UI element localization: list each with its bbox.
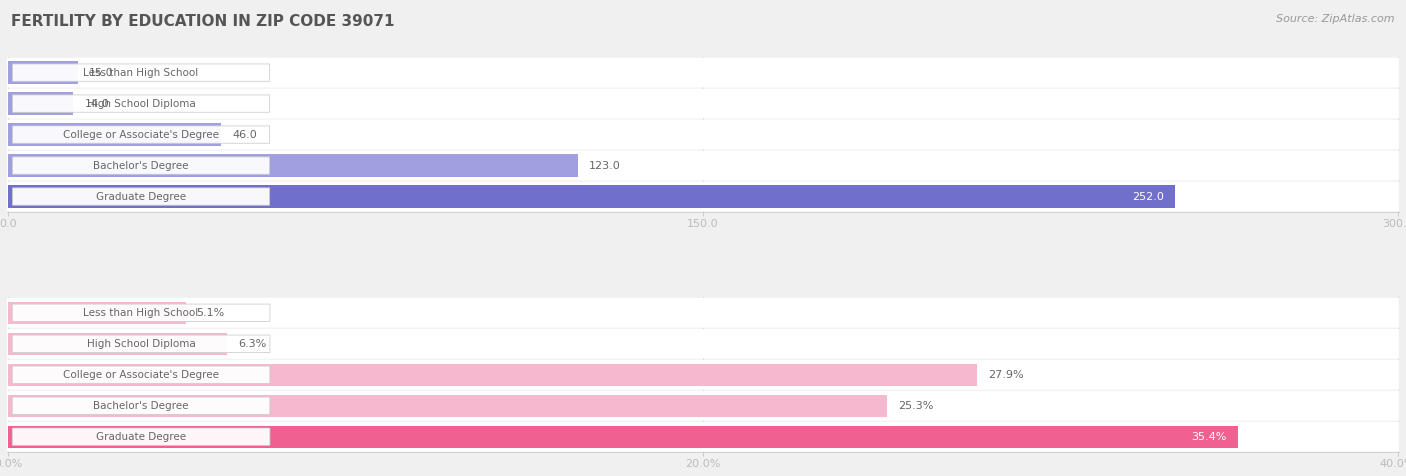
Text: 6.3%: 6.3% bbox=[239, 339, 267, 349]
FancyBboxPatch shape bbox=[13, 126, 270, 143]
FancyBboxPatch shape bbox=[13, 95, 270, 112]
FancyBboxPatch shape bbox=[8, 61, 77, 84]
FancyBboxPatch shape bbox=[7, 182, 1399, 211]
FancyBboxPatch shape bbox=[8, 426, 1237, 448]
FancyBboxPatch shape bbox=[7, 58, 1399, 88]
Text: 5.1%: 5.1% bbox=[197, 308, 225, 318]
Text: Source: ZipAtlas.com: Source: ZipAtlas.com bbox=[1277, 14, 1395, 24]
FancyBboxPatch shape bbox=[8, 186, 1175, 208]
Text: 46.0: 46.0 bbox=[232, 129, 257, 139]
FancyBboxPatch shape bbox=[8, 364, 977, 386]
FancyBboxPatch shape bbox=[13, 428, 270, 446]
FancyBboxPatch shape bbox=[7, 298, 1399, 327]
FancyBboxPatch shape bbox=[8, 302, 186, 324]
Text: 25.3%: 25.3% bbox=[898, 401, 934, 411]
FancyBboxPatch shape bbox=[8, 123, 221, 146]
Text: FERTILITY BY EDUCATION IN ZIP CODE 39071: FERTILITY BY EDUCATION IN ZIP CODE 39071 bbox=[11, 14, 395, 30]
Text: College or Associate's Degree: College or Associate's Degree bbox=[63, 129, 219, 139]
FancyBboxPatch shape bbox=[13, 366, 270, 383]
FancyBboxPatch shape bbox=[13, 188, 270, 205]
FancyBboxPatch shape bbox=[13, 304, 270, 321]
FancyBboxPatch shape bbox=[13, 157, 270, 174]
Text: College or Associate's Degree: College or Associate's Degree bbox=[63, 370, 219, 380]
FancyBboxPatch shape bbox=[8, 92, 73, 115]
Text: Less than High School: Less than High School bbox=[83, 68, 198, 78]
FancyBboxPatch shape bbox=[7, 391, 1399, 421]
Text: Bachelor's Degree: Bachelor's Degree bbox=[93, 401, 188, 411]
FancyBboxPatch shape bbox=[8, 395, 887, 417]
FancyBboxPatch shape bbox=[7, 329, 1399, 359]
FancyBboxPatch shape bbox=[8, 333, 228, 355]
Text: 15.0: 15.0 bbox=[89, 68, 114, 78]
FancyBboxPatch shape bbox=[7, 422, 1399, 452]
Text: 123.0: 123.0 bbox=[589, 160, 621, 170]
Text: Less than High School: Less than High School bbox=[83, 308, 198, 318]
Text: 35.4%: 35.4% bbox=[1191, 432, 1226, 442]
FancyBboxPatch shape bbox=[8, 154, 578, 177]
Text: 252.0: 252.0 bbox=[1132, 191, 1164, 201]
Text: High School Diploma: High School Diploma bbox=[87, 99, 195, 109]
Text: Graduate Degree: Graduate Degree bbox=[96, 191, 186, 201]
Text: Graduate Degree: Graduate Degree bbox=[96, 432, 186, 442]
FancyBboxPatch shape bbox=[7, 119, 1399, 149]
Text: Bachelor's Degree: Bachelor's Degree bbox=[93, 160, 188, 170]
Text: High School Diploma: High School Diploma bbox=[87, 339, 195, 349]
FancyBboxPatch shape bbox=[7, 360, 1399, 390]
FancyBboxPatch shape bbox=[13, 335, 270, 352]
FancyBboxPatch shape bbox=[7, 150, 1399, 180]
FancyBboxPatch shape bbox=[7, 89, 1399, 119]
FancyBboxPatch shape bbox=[13, 397, 270, 415]
Text: 27.9%: 27.9% bbox=[988, 370, 1024, 380]
FancyBboxPatch shape bbox=[13, 64, 270, 81]
Text: 14.0: 14.0 bbox=[84, 99, 110, 109]
